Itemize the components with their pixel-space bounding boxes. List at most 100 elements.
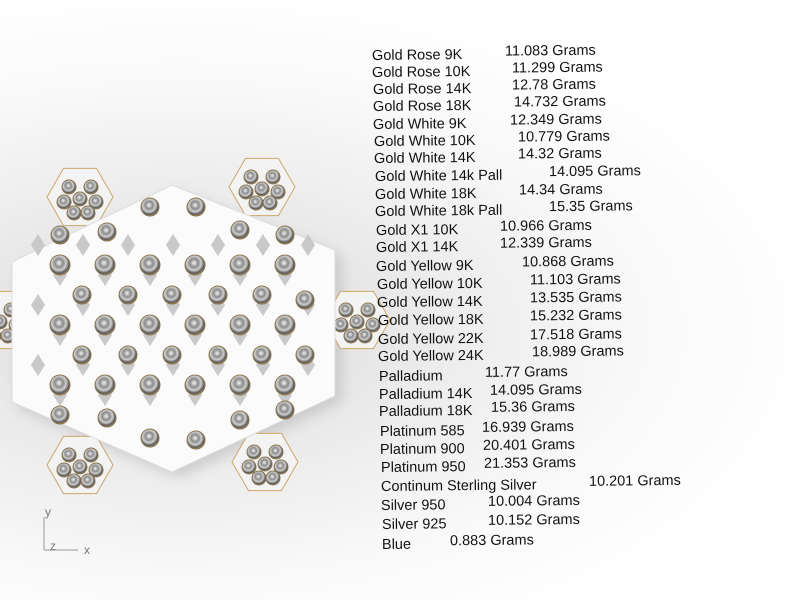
gemstone — [365, 317, 381, 333]
gemstone — [257, 456, 273, 472]
material-row: Gold Yellow 18K 15.232 Grams — [378, 307, 622, 329]
diamond-cutout — [166, 234, 180, 256]
gemstone — [243, 169, 259, 185]
material-label: Blue — [381, 536, 412, 553]
gemstone — [88, 462, 104, 478]
gemstone — [72, 285, 92, 305]
gemstone — [50, 405, 70, 425]
gemstone — [80, 473, 96, 489]
material-weight-value: 10.779 Grams — [517, 128, 610, 146]
material-weight-value: 14.095 Grams — [489, 381, 582, 399]
material-label: Palladium 14K — [378, 386, 473, 403]
y-axis-label: y — [45, 505, 51, 519]
gemstone — [162, 345, 182, 365]
material-row: Gold Rose 14K 12.78 Grams — [373, 77, 596, 98]
material-row: Gold White 14K 14.32 Grams — [373, 146, 602, 167]
gemstone — [349, 314, 365, 330]
material-label: Gold White 14k Pall — [374, 167, 503, 185]
gemstone — [230, 220, 250, 240]
gemstone — [184, 374, 206, 396]
diamond-cutout — [121, 234, 135, 256]
gemstone — [241, 459, 257, 475]
gemstone — [80, 205, 96, 221]
gemstone — [295, 345, 315, 365]
material-weight-value: 10.004 Grams — [487, 492, 580, 510]
material-weight-value: 20.401 Grams — [482, 436, 575, 454]
material-label: Gold White 18k Pall — [374, 202, 503, 220]
material-weight-value: 12.349 Grams — [509, 111, 602, 129]
material-label: Gold Yellow 24K — [377, 347, 484, 365]
material-label: Gold White 14K — [373, 149, 476, 167]
diamond-cutout — [31, 354, 45, 376]
material-label: Gold White 18K — [374, 185, 477, 203]
gemstone — [252, 285, 272, 305]
material-row: Gold Rose 9K 11.083 Grams — [372, 43, 596, 64]
gemstone — [72, 191, 88, 207]
hexagon-body — [11, 184, 336, 473]
material-weight-value: 14.095 Grams — [548, 163, 641, 181]
material-weight-value: 10.966 Grams — [499, 217, 592, 235]
gemstone — [274, 314, 296, 336]
material-weight-value: 11.103 Grams — [529, 271, 621, 289]
gemstone — [66, 205, 82, 221]
material-weight-value: 10.201 Grams — [588, 472, 681, 490]
material-label: Palladium 18K — [378, 403, 473, 420]
material-weight-value: 15.35 Grams — [548, 198, 633, 216]
gemstone — [248, 195, 264, 211]
gemstone — [50, 225, 70, 245]
gemstone — [208, 345, 228, 365]
gemstone — [273, 459, 289, 475]
material-label: Platinum 950 — [380, 459, 466, 476]
gemstone — [295, 290, 315, 310]
material-label: Gold X1 10K — [375, 222, 459, 239]
gemstone — [238, 184, 254, 200]
gemstone — [275, 400, 295, 420]
material-weight-value: 12.78 Grams — [511, 76, 596, 94]
material-row: Platinum 950 21.353 Grams — [380, 455, 576, 476]
material-row: Gold Rose 10K 11.299 Grams — [371, 60, 603, 81]
gemstone — [268, 444, 284, 460]
gemstone — [254, 181, 270, 197]
material-weight-value: 11.083 Grams — [504, 42, 596, 60]
diamond-cutout — [301, 234, 315, 256]
material-weight-value: 14.732 Grams — [513, 93, 606, 111]
material-row: Gold White 18K 14.34 Grams — [374, 182, 603, 203]
gemstone — [252, 345, 272, 365]
gemstone — [139, 374, 161, 396]
material-weight-value: 13.535 Grams — [529, 289, 622, 307]
material-row: Silver 950 10.004 Grams — [381, 493, 580, 514]
gemstone — [230, 410, 250, 430]
diamond-cutout — [31, 234, 45, 256]
z-axis-label: z — [50, 539, 56, 553]
gemstone — [140, 428, 160, 448]
diamond-cutout — [256, 234, 270, 256]
gemstone — [338, 302, 354, 318]
material-label: Gold X1 14K — [375, 239, 459, 256]
material-row: Gold X1 10K 10.966 Grams — [375, 218, 592, 239]
material-label: Gold Yellow 14K — [376, 293, 483, 311]
gemstone — [118, 285, 138, 305]
gemstone — [56, 194, 72, 210]
material-weight-value: 17.518 Grams — [529, 326, 622, 344]
gemstone — [360, 302, 376, 318]
gemstone — [140, 197, 160, 217]
gemstone — [265, 470, 281, 486]
material-weight-value: 12.339 Grams — [499, 234, 592, 252]
gemstone — [49, 374, 71, 396]
gemstone — [184, 314, 206, 336]
diamond-cutout — [76, 234, 90, 256]
material-weight-value: 15.36 Grams — [490, 398, 575, 416]
material-row: Gold Yellow 22K 17.518 Grams — [378, 326, 622, 348]
material-label: Gold Rose 10K — [371, 63, 471, 81]
gemstone — [162, 285, 182, 305]
gemstone — [88, 194, 104, 210]
material-weight-value: 18.989 Grams — [531, 343, 624, 361]
gemstone — [343, 328, 359, 344]
gemstone — [139, 314, 161, 336]
material-label: Platinum 585 — [379, 423, 465, 440]
material-label: Gold White 10K — [373, 132, 476, 150]
material-label: Gold Yellow 10K — [376, 275, 483, 293]
material-row: Gold Yellow 24K 18.989 Grams — [377, 343, 624, 365]
diamond-cutout — [31, 294, 45, 316]
